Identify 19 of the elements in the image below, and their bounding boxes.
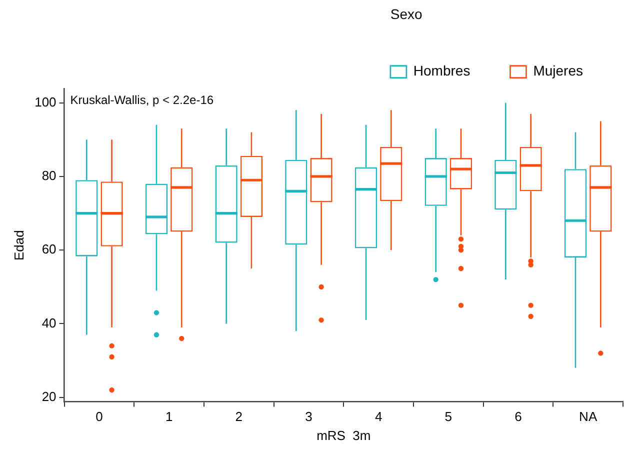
x-tick-label: 3 — [305, 409, 312, 424]
x-tick-label: NA — [579, 409, 598, 424]
x-tick-label: 2 — [235, 409, 243, 424]
y-tick-label: 80 — [42, 168, 56, 184]
annotation: Kruskal-Wallis, p < 2.2e-16 — [70, 93, 214, 108]
x-tick-label: 5 — [444, 409, 452, 424]
x-axis-title: mRS 3m — [316, 428, 371, 443]
legend-title: Sexo — [390, 6, 423, 22]
x-tick-label: 0 — [96, 409, 103, 424]
y-tick-label: 40 — [42, 315, 56, 330]
x-tick-label: 1 — [165, 409, 173, 424]
legend-label: Mujeres — [533, 62, 584, 79]
y-axis-title: Edad — [11, 230, 26, 260]
legend-label: Hombres — [413, 62, 470, 79]
y-tick-label: 100 — [34, 94, 56, 110]
y-tick-label: 60 — [42, 242, 56, 257]
x-tick-label: 6 — [514, 409, 522, 424]
y-tick-label: 20 — [42, 388, 56, 404]
x-tick-label: 4 — [374, 409, 382, 424]
